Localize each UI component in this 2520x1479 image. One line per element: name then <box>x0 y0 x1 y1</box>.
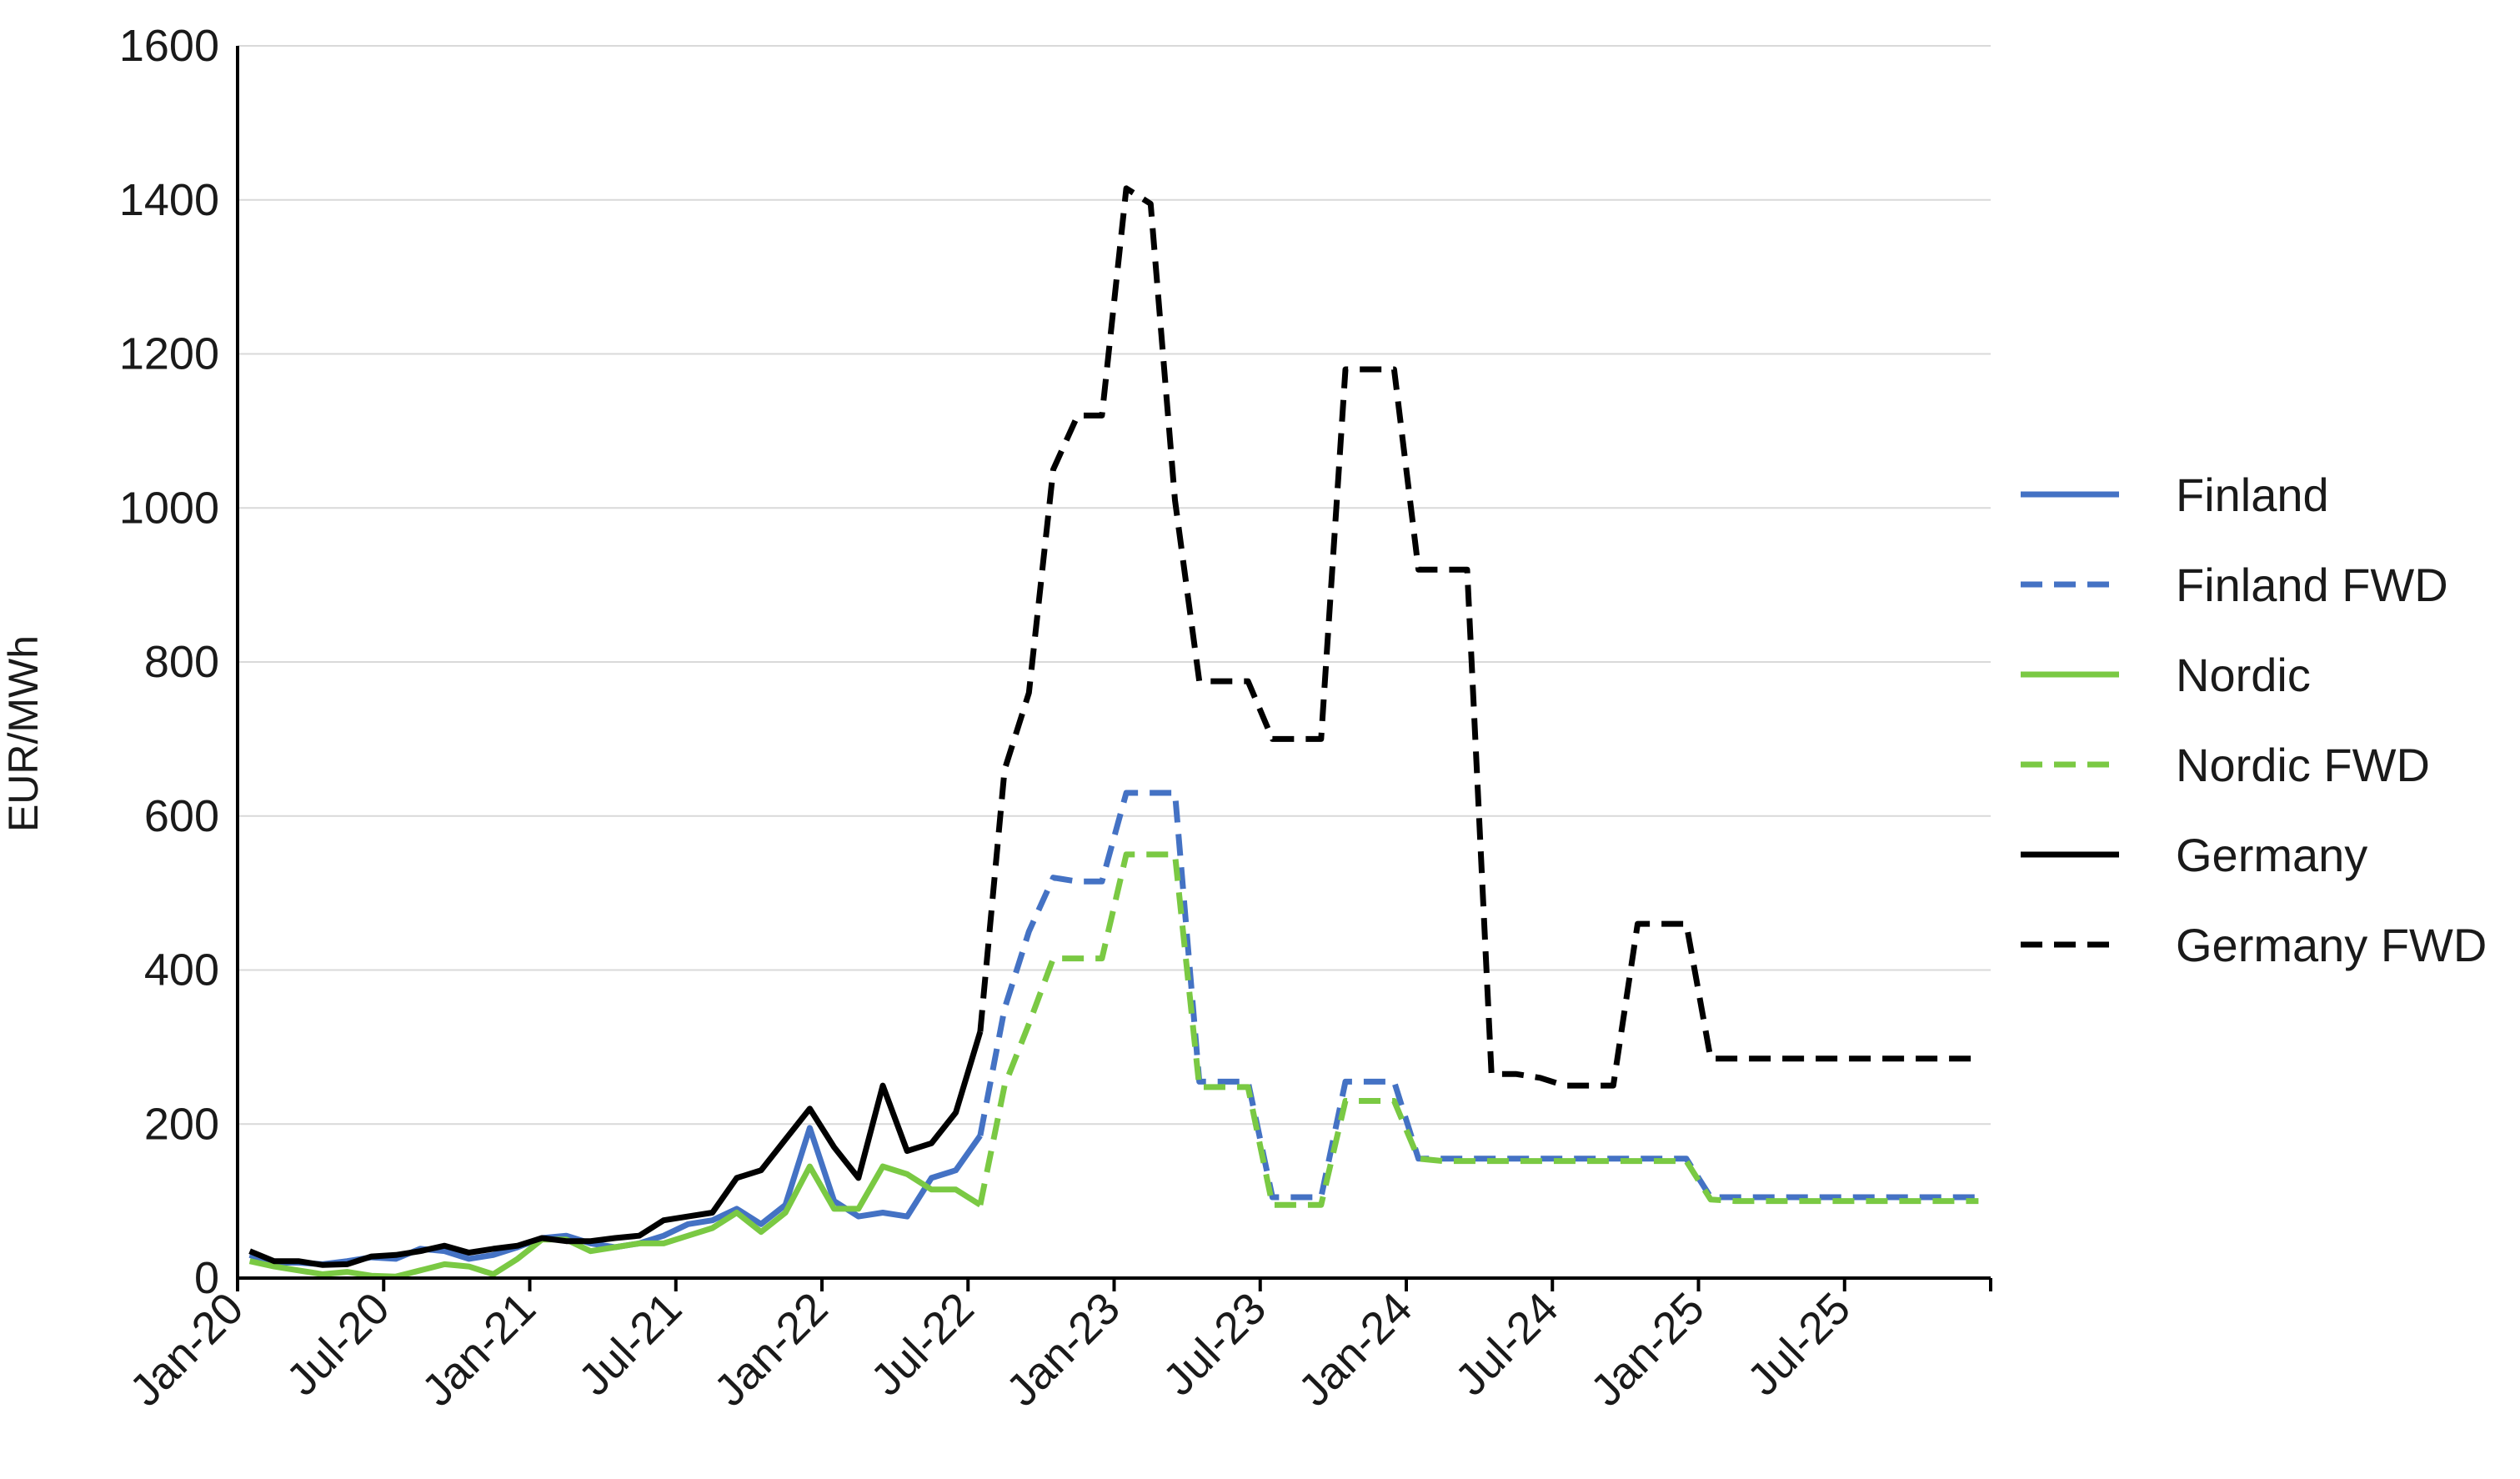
series-line-germany <box>248 1030 984 1268</box>
x-tick-label: Jan-20 <box>120 1283 253 1416</box>
x-tick-label: Jul-24 <box>1445 1283 1567 1405</box>
y-axis-title: EUR/MWh <box>0 635 47 832</box>
legend: Finland Finland FWD Nordic Nordic FWD German… <box>2021 469 2487 971</box>
legend-label: Nordic <box>2176 649 2311 701</box>
x-tick-label: Jul-23 <box>1154 1283 1275 1405</box>
x-tick-label: Jan-25 <box>1581 1283 1714 1416</box>
series-line-finland <box>248 1125 983 1267</box>
legend-label: Germany <box>2176 829 2367 881</box>
y-tick-label: 800 <box>144 637 219 687</box>
y-tick-label: 1000 <box>119 483 219 533</box>
y-tick-label: 1600 <box>119 21 219 71</box>
y-tick-label: 600 <box>144 791 219 841</box>
series-line-germany-fwd <box>977 185 1979 1089</box>
gridlines <box>238 45 1991 1126</box>
legend-label: Nordic FWD <box>2176 739 2430 791</box>
x-tick-label: Jul-21 <box>569 1283 691 1405</box>
x-tick-label: Jul-20 <box>277 1283 398 1405</box>
x-tick-label: Jul-25 <box>1738 1283 1860 1405</box>
legend-label: Germany FWD <box>2176 919 2487 971</box>
x-tick-label: Jul-22 <box>861 1283 983 1405</box>
series-line-finland-fwd <box>977 790 1979 1201</box>
y-tick-label: 1400 <box>119 175 219 225</box>
series-lines <box>248 185 1979 1280</box>
x-tick-label: Jan-24 <box>1289 1283 1421 1416</box>
y-tick-labels: 0 200 400 600 800 1000 1200 1400 1600 <box>119 21 219 1303</box>
series-line-nordic-fwd <box>977 851 1979 1208</box>
axes <box>236 46 1992 1291</box>
x-tick-label: Jan-21 <box>413 1283 545 1416</box>
y-tick-label: 0 <box>194 1253 219 1303</box>
y-tick-label: 200 <box>144 1099 219 1149</box>
x-tick-label: Jan-22 <box>704 1283 837 1416</box>
x-tick-labels: Jan-20 Jul-20 Jan-21 Jul-21 Jan-22 Jul-22 Jan-… <box>120 1283 1860 1416</box>
x-tick-label: Jan-23 <box>997 1283 1130 1416</box>
legend-label: Finland <box>2176 469 2329 521</box>
y-tick-label: 1200 <box>119 329 219 379</box>
series-line-nordic <box>248 1163 982 1280</box>
y-tick-label: 400 <box>144 945 219 995</box>
legend-label: Finland FWD <box>2176 559 2448 611</box>
